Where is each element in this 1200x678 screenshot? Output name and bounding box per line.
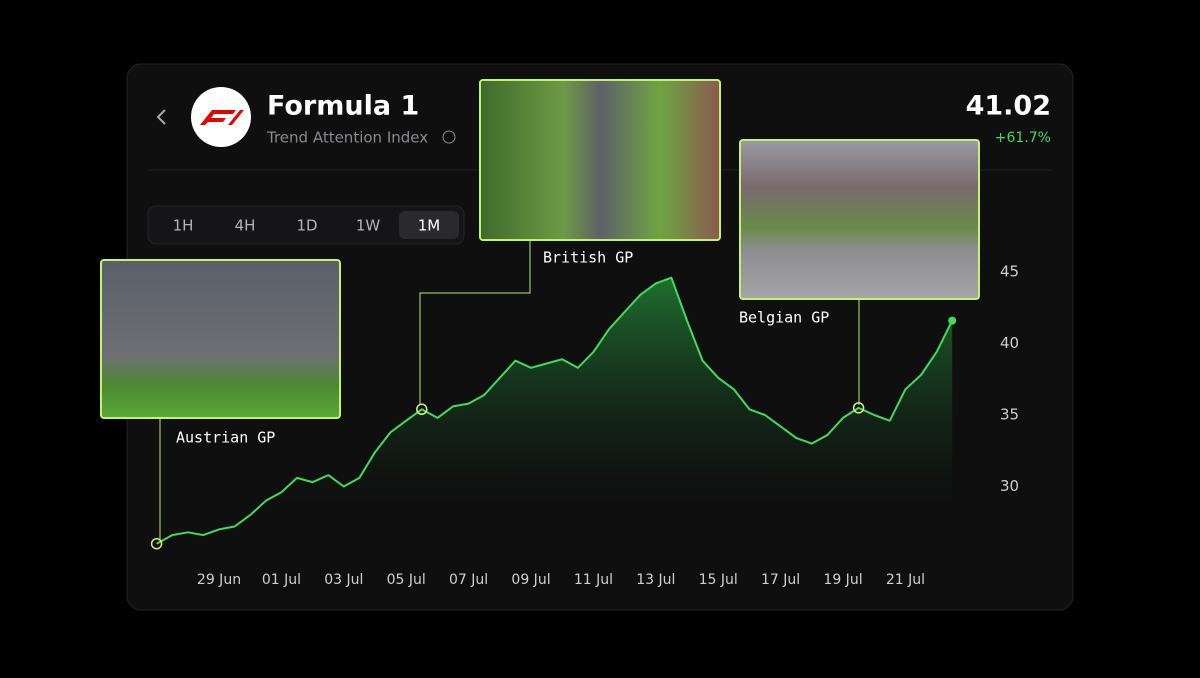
x-tick-label: 01 Jul xyxy=(262,572,301,588)
event-marker xyxy=(416,403,428,416)
y-tick-label: 45 xyxy=(1000,263,1019,281)
event-marker xyxy=(852,402,865,414)
subtitle: Trend Attention Index xyxy=(266,129,428,147)
timeframe-active xyxy=(399,211,459,239)
timeframe-button[interactable]: 1M xyxy=(418,217,441,235)
event-photo xyxy=(100,259,341,419)
x-tick-label: 05 Jul xyxy=(387,572,426,588)
logo xyxy=(191,87,251,147)
timeframe-button[interactable]: 1D xyxy=(296,217,317,235)
change: +61.7% xyxy=(995,130,1051,146)
event-photo xyxy=(739,139,980,300)
y-tick-label: 35 xyxy=(1000,406,1019,424)
info-icon[interactable] xyxy=(442,130,456,144)
last-point xyxy=(948,316,957,325)
event-label: Austrian GP xyxy=(176,429,275,447)
x-tick-label: 03 Jul xyxy=(324,572,363,588)
x-tick-label: 29 Jun xyxy=(197,572,241,588)
timeframe-button[interactable]: 4H xyxy=(235,217,256,235)
logo-mark xyxy=(200,110,244,125)
connector xyxy=(419,240,531,405)
line xyxy=(156,276,954,545)
y-tick-label: 40 xyxy=(1000,334,1019,352)
title: Formula 1 xyxy=(267,91,419,122)
x-tick-label: 07 Jul xyxy=(449,572,488,588)
event-photo xyxy=(479,79,721,241)
event-label: British GP xyxy=(543,249,633,267)
current-value: 41.02 xyxy=(966,91,1051,122)
x-tick-label: 15 Jul xyxy=(699,572,738,588)
y-tick-label: 30 xyxy=(1000,477,1019,495)
event-label: Belgian GP xyxy=(739,309,829,327)
timeframe-button[interactable]: 1W xyxy=(356,217,381,235)
area xyxy=(156,277,953,558)
x-tick-label: 09 Jul xyxy=(511,572,550,588)
timeframe-bar xyxy=(147,205,465,245)
x-tick-label: 11 Jul xyxy=(574,572,613,588)
event-marker xyxy=(150,537,163,550)
x-tick-label: 17 Jul xyxy=(761,572,800,588)
x-tick-label: 13 Jul xyxy=(636,572,675,588)
back-button[interactable] xyxy=(156,109,166,125)
x-tick-label: 19 Jul xyxy=(823,572,862,588)
x-tick-label: 21 Jul xyxy=(886,572,925,588)
timeframe-button[interactable]: 1H xyxy=(173,217,194,235)
